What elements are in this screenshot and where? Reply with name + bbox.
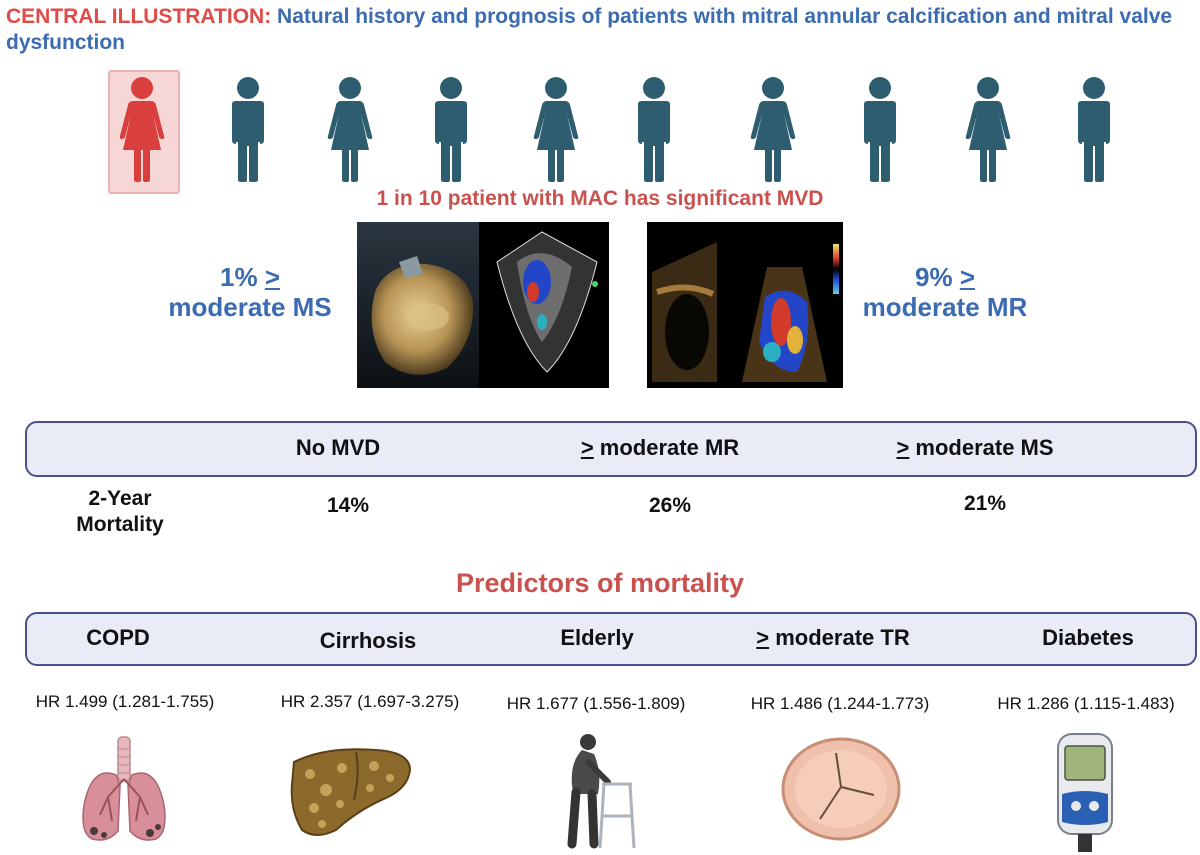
hr-elderly: HR 1.677 (1.556-1.809) <box>506 694 686 713</box>
hr-copd: HR 1.499 (1.281-1.755) <box>35 692 215 711</box>
mr-label: moderate MR <box>862 292 1028 322</box>
row-label-line2: Mortality <box>76 513 164 536</box>
predictor-diabetes: Diabetes <box>1008 625 1168 651</box>
echo-image-ms <box>357 222 609 388</box>
col-head-moderate-ms: > moderate MS <box>860 435 1090 461</box>
echo-image-mr <box>647 222 843 388</box>
male-figure-icon <box>435 77 467 182</box>
col-prefix: > <box>896 435 910 460</box>
hr-cirrhosis: HR 2.357 (1.697-3.275) <box>280 692 460 711</box>
mr-prevalence: 9% > moderate MR <box>845 262 1045 322</box>
predictor-cirrhosis: Cirrhosis <box>288 628 448 654</box>
female-figure-icon <box>750 77 796 182</box>
ms-label: moderate MS <box>168 292 332 322</box>
hr-moderate-tr: HR 1.486 (1.244-1.773) <box>750 694 930 713</box>
elderly-walker-icon <box>567 734 636 849</box>
predictors-title: Predictors of mortality <box>455 568 745 598</box>
predictor-label: moderate TR <box>769 625 910 650</box>
male-figure-icon <box>864 77 896 182</box>
male-figure-icon <box>232 77 264 182</box>
predictor-elderly: Elderly <box>517 625 677 651</box>
title-lead: CENTRAL ILLUSTRATION: <box>6 5 272 28</box>
page-title: CENTRAL ILLUSTRATION: Natural history an… <box>6 4 1196 56</box>
female-figure-icon <box>119 77 165 182</box>
mortality-row-label: 2-Year Mortality <box>40 486 200 538</box>
mortality-value-moderate-ms: 21% <box>963 492 1007 515</box>
ms-prevalence: 1% > moderate MS <box>150 262 350 322</box>
col-label: No MVD <box>295 435 381 460</box>
col-head-no-mvd: No MVD <box>238 435 438 461</box>
mortality-value-no-mvd: 14% <box>326 494 370 517</box>
predictor-prefix: > <box>756 625 770 650</box>
male-figure-icon <box>1078 77 1110 182</box>
row-label-line1: 2-Year <box>88 487 152 510</box>
ge-symbol: > <box>264 262 280 292</box>
ms-pct: 1% <box>220 262 258 292</box>
prevalence-tagline: 1 in 10 patient with MAC has significant… <box>376 187 824 210</box>
mr-pct: 9% <box>915 262 953 292</box>
predictor-label: COPD <box>86 625 150 650</box>
female-figure-icon <box>965 77 1011 182</box>
female-figure-icon <box>327 77 373 182</box>
predictor-label: Elderly <box>560 625 634 650</box>
col-prefix: > <box>580 435 594 460</box>
lungs-icon <box>82 736 166 841</box>
liver-icon <box>290 748 412 836</box>
mortality-header-band <box>25 421 1197 477</box>
predictor-label: Cirrhosis <box>319 628 417 653</box>
title-rest: Natural history and prognosis of patient… <box>6 5 1173 54</box>
ge-symbol: > <box>959 262 975 292</box>
tricuspid-valve-icon <box>781 737 901 841</box>
predictors-header-band <box>25 612 1197 666</box>
female-figure-icon <box>533 77 579 182</box>
hr-diabetes: HR 1.286 (1.115-1.483) <box>997 694 1175 713</box>
col-label: moderate MS <box>909 435 1054 460</box>
predictor-moderate-tr: > moderate TR <box>728 625 938 651</box>
col-head-moderate-mr: > moderate MR <box>545 435 775 461</box>
mortality-value-moderate-mr: 26% <box>648 494 692 517</box>
col-label: moderate MR <box>593 435 740 460</box>
predictor-copd: COPD <box>38 625 198 651</box>
predictor-label: Diabetes <box>1042 625 1134 650</box>
glucometer-icon <box>1057 733 1113 852</box>
male-figure-icon <box>638 77 670 182</box>
